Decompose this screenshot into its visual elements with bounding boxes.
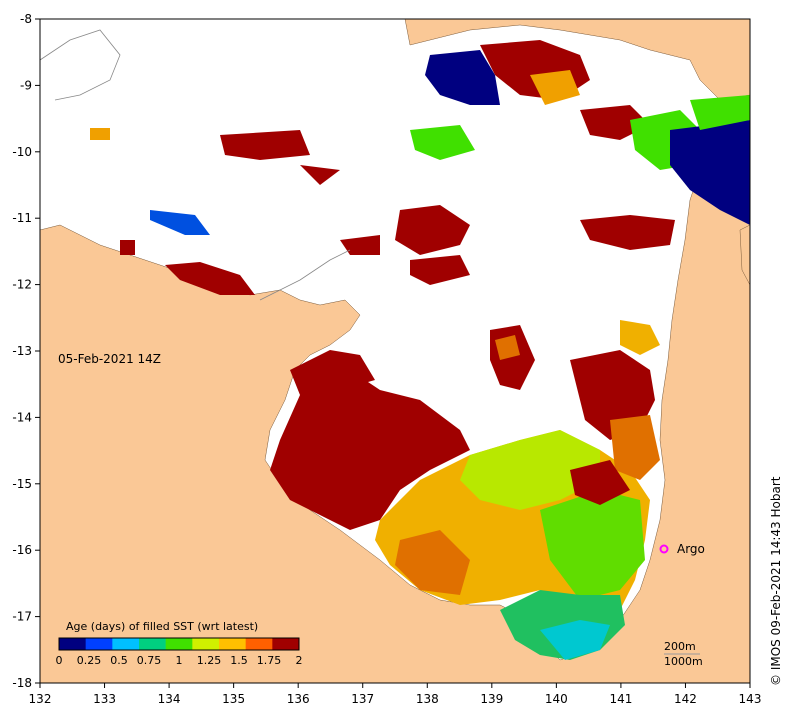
colorbar-swatch [219,638,247,650]
colorbar-tick-label: 1 [176,654,183,667]
sst-patch [620,320,660,355]
colorbar-tick-label: 0.25 [77,654,102,667]
y-tick-label: -10 [12,145,32,159]
sst-patch [90,128,110,140]
sst-patch [670,120,750,225]
y-tick-label: -11 [12,211,32,225]
contour-line [259,249,351,301]
sst-patch [540,490,645,600]
x-tick-label: 138 [416,692,439,706]
x-tick-label: 134 [158,692,181,706]
x-tick-label: 136 [287,692,310,706]
sst-patch [300,165,340,185]
y-tick-label: -9 [20,78,32,92]
sst-patch [270,370,470,530]
sst-patch [530,70,580,105]
sst-patch [150,210,210,235]
bathymetry-lines [39,29,351,301]
sst-patches [90,40,750,660]
colorbar-tick-label: 0.75 [137,654,162,667]
x-tick-label: 139 [480,692,503,706]
northern-australia-land [39,109,751,684]
colorbar-swatches [59,638,300,650]
sst-patch [165,262,255,295]
colorbar-tick-label: 0.5 [110,654,128,667]
land-masses [39,18,751,684]
sst-patch [290,350,375,395]
sst-patch [410,255,470,285]
y-tick-label: -12 [12,278,32,292]
argo-float-icon [659,544,669,554]
sst-patch [395,530,470,595]
x-tick-label: 132 [29,692,52,706]
sst-patch [540,620,610,660]
y-tick-label: -16 [12,543,32,557]
x-tick-label: 140 [545,692,568,706]
sst-patch [460,430,600,510]
argo-marker: Argo [659,542,705,556]
colorbar-swatch [245,638,273,650]
contour-legend: 200m 1000m [664,640,703,668]
sst-patch [610,415,660,480]
argo-label: Argo [677,542,705,556]
colorbar-tick-label: 2 [296,654,303,667]
colorbar-tick-label: 1.75 [257,654,282,667]
colorbar-ticks: 0 0.25 0.5 0.75 1 1.25 1.5 1.75 2 [56,654,303,667]
y-axis: -8 -9 -10 -11 -12 -13 -14 -15 -16 -17 -18 [12,12,40,690]
colorbar-tick-label: 1.5 [230,654,248,667]
colorbar-swatch [59,638,87,650]
contour-legend-200m: 200m [664,640,696,653]
colorbar-swatch [192,638,220,650]
sst-patch [570,460,630,505]
y-tick-label: -8 [20,12,32,26]
colorbar-swatch [112,638,140,650]
colorbar-swatch [165,638,193,650]
x-tick-label: 143 [739,692,762,706]
credit-label: © IMOS 09-Feb-2021 14:43 Hobart [769,476,783,686]
colorbar-swatch [272,638,300,650]
y-tick-label: -15 [12,477,32,491]
sst-patch [690,95,750,130]
y-tick-label: -18 [12,676,32,690]
y-tick-label: -13 [12,344,32,358]
sst-patch [495,335,520,360]
colorbar-tick-label: 0 [56,654,63,667]
colorbar-swatch [85,638,113,650]
sst-patch [120,240,135,255]
y-tick-label: -14 [12,410,32,424]
colorbar-tick-label: 1.25 [197,654,222,667]
colorbar-swatch [139,638,167,650]
sst-patch [410,125,475,160]
contour-line [39,29,121,101]
x-tick-label: 137 [351,692,374,706]
colorbar-frame [58,637,300,651]
x-tick-label: 135 [222,692,245,706]
x-axis: 132 133 134 135 136 137 138 139 140 141 142 143 [29,683,762,706]
sst-patch [580,215,675,250]
y-tick-label: -17 [12,610,32,624]
sst-patch [425,50,500,105]
colorbar-title: Age (days) of filled SST (wrt latest) [66,620,258,633]
date-label: 05-Feb-2021 14Z [58,352,161,366]
x-tick-label: 142 [674,692,697,706]
contour-legend-1000m: 1000m [664,655,703,668]
x-tick-label: 141 [609,692,632,706]
sst-patch [395,205,470,255]
x-tick-label: 133 [93,692,116,706]
sst-patch [220,130,310,160]
